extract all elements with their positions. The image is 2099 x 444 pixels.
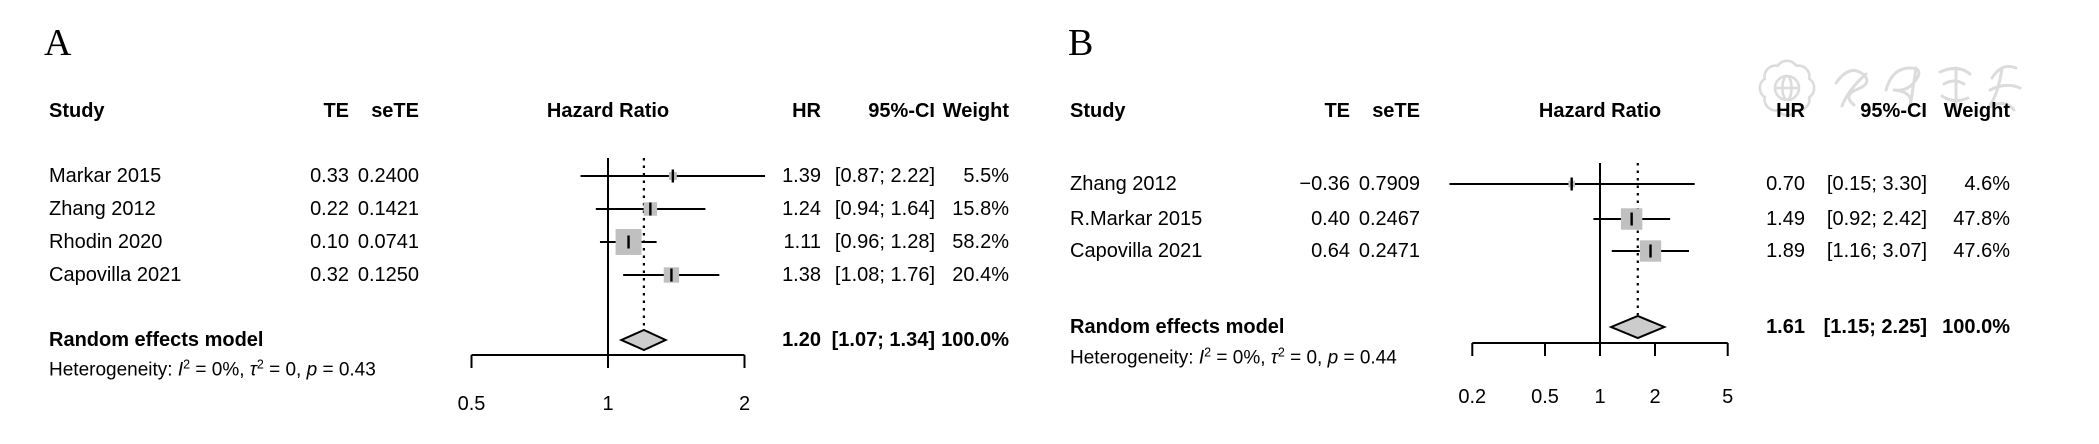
study-sete: 0.7909 bbox=[1358, 173, 1420, 195]
study-te: 0.22 bbox=[310, 198, 349, 220]
study-te: 0.40 bbox=[1311, 208, 1350, 230]
study-hr: 1.49 bbox=[1766, 208, 1805, 230]
axis-tick-label: 2 bbox=[1649, 386, 1661, 408]
study-weight: 5.5% bbox=[963, 165, 1009, 187]
study-hr: 1.89 bbox=[1766, 240, 1805, 262]
study-name: R.Markar 2015 bbox=[1070, 208, 1203, 230]
study-name: Zhang 2012 bbox=[49, 198, 156, 220]
summary-ci: [1.07; 1.34] bbox=[831, 329, 935, 351]
study-ci: [0.92; 2.42] bbox=[1826, 208, 1927, 230]
column-header-te: TE bbox=[1324, 100, 1350, 122]
heterogeneity-note: Heterogeneity: I2 = 0%, τ2 = 0, p = 0.44 bbox=[1070, 345, 1397, 369]
study-ci: [1.16; 3.07] bbox=[1826, 240, 1927, 262]
study-name: Zhang 2012 bbox=[1070, 173, 1177, 195]
summary-weight: 100.0% bbox=[1942, 316, 2010, 338]
column-header-sete: seTE bbox=[371, 100, 419, 122]
study-sete: 0.2400 bbox=[357, 165, 419, 187]
study-hr: 1.24 bbox=[782, 198, 821, 220]
column-header-sete: seTE bbox=[1372, 100, 1420, 122]
study-hr: 1.38 bbox=[782, 264, 821, 286]
study-name: Capovilla 2021 bbox=[1070, 240, 1203, 262]
forest-plot-canvas bbox=[470, 158, 766, 368]
column-header-study: Study bbox=[49, 100, 105, 122]
axis-tick-label: 0.2 bbox=[1458, 386, 1487, 408]
study-sete: 0.1250 bbox=[357, 264, 419, 286]
forest-plot-canvas bbox=[1449, 163, 1729, 356]
summary-diamond bbox=[618, 328, 669, 352]
study-te: 0.33 bbox=[310, 165, 349, 187]
study-sete: 0.1421 bbox=[357, 198, 419, 220]
study-ci: [0.15; 3.30] bbox=[1826, 173, 1927, 195]
panel-a: A Study TE seTE Hazard Ratio HR 95%-CI W… bbox=[44, 22, 1009, 415]
study-te: 0.64 bbox=[1311, 240, 1350, 262]
panel-b: B Study TE seTE Hazard Ratio HR 95%-CI W… bbox=[1050, 0, 2099, 444]
panel-a-label: A bbox=[44, 22, 72, 64]
study-te: 0.32 bbox=[310, 264, 349, 286]
panel-b-label: B bbox=[1068, 22, 1094, 64]
column-header-study: Study bbox=[1070, 100, 1126, 122]
summary-diamond bbox=[1608, 314, 1667, 340]
axis-tick-label: 1 bbox=[602, 393, 614, 415]
column-header-hr: HR bbox=[1776, 100, 1805, 122]
summary-label: Random effects model bbox=[1070, 316, 1285, 338]
study-ci: [0.94; 1.64] bbox=[834, 198, 935, 220]
study-te: 0.10 bbox=[310, 231, 349, 253]
study-sete: 0.2471 bbox=[1358, 240, 1420, 262]
study-name: Rhodin 2020 bbox=[49, 231, 163, 253]
study-weight: 47.8% bbox=[1953, 208, 2010, 230]
summary-hr: 1.61 bbox=[1766, 316, 1805, 338]
study-weight: 4.6% bbox=[1964, 173, 2010, 195]
study-ci: [0.96; 1.28] bbox=[834, 231, 935, 253]
axis-tick-label: 1 bbox=[1594, 386, 1606, 408]
study-sete: 0.2467 bbox=[1358, 208, 1420, 230]
column-header-weight: Weight bbox=[1943, 100, 2010, 122]
study-weight: 20.4% bbox=[952, 264, 1009, 286]
axis-tick-label: 2 bbox=[738, 393, 751, 415]
summary-weight: 100.0% bbox=[941, 329, 1009, 351]
axis-tick-label: 0.5 bbox=[457, 393, 486, 415]
study-hr: 1.39 bbox=[782, 165, 821, 187]
study-weight: 47.6% bbox=[1953, 240, 2010, 262]
column-header-hr: HR bbox=[792, 100, 821, 122]
column-header-ci: 95%-CI bbox=[868, 100, 935, 122]
study-ci: [1.08; 1.76] bbox=[834, 264, 935, 286]
study-weight: 15.8% bbox=[952, 198, 1009, 220]
study-name: Markar 2015 bbox=[49, 165, 162, 187]
study-sete: 0.0741 bbox=[357, 231, 419, 253]
study-weight: 58.2% bbox=[952, 231, 1009, 253]
study-hr: 1.11 bbox=[783, 231, 821, 253]
axis-tick-label: 5 bbox=[1722, 386, 1734, 408]
summary-ci: [1.15; 2.25] bbox=[1823, 316, 1927, 338]
study-te: −0.36 bbox=[1299, 173, 1350, 195]
summary-label: Random effects model bbox=[49, 329, 264, 351]
column-header-hazard-ratio: Hazard Ratio bbox=[546, 100, 670, 122]
column-header-weight: Weight bbox=[942, 100, 1009, 122]
study-ci: [0.87; 2.22] bbox=[834, 165, 935, 187]
column-header-ci: 95%-CI bbox=[1860, 100, 1927, 122]
column-header-hazard-ratio: Hazard Ratio bbox=[1538, 100, 1662, 122]
summary-hr: 1.20 bbox=[782, 329, 821, 351]
column-header-te: TE bbox=[323, 100, 349, 122]
study-hr: 0.70 bbox=[1766, 173, 1805, 195]
study-name: Capovilla 2021 bbox=[49, 264, 182, 286]
heterogeneity-note: Heterogeneity: I2 = 0%, τ2 = 0, p = 0.43 bbox=[49, 357, 376, 381]
axis-tick-label: 0.5 bbox=[1531, 386, 1559, 408]
